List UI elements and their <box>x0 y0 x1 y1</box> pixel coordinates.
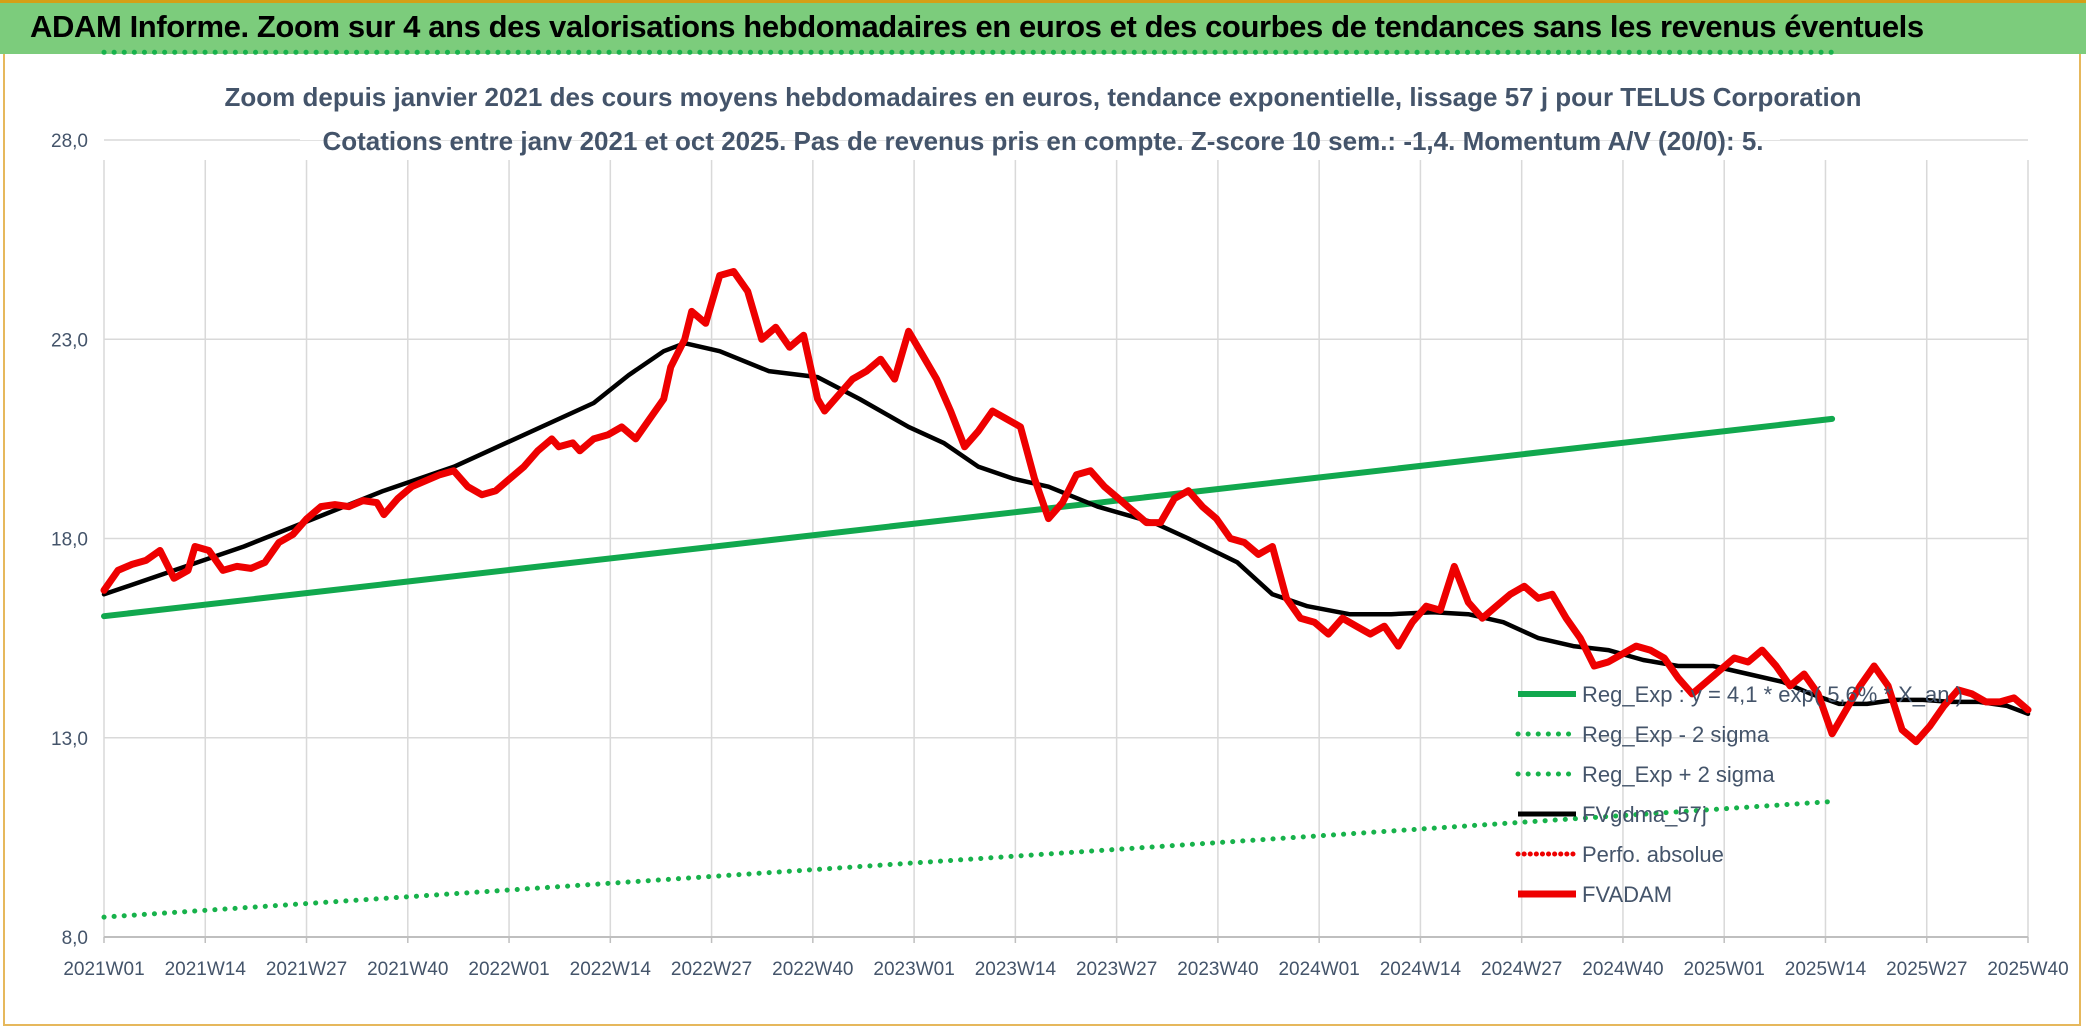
x-tick-label: 2023W14 <box>975 959 1057 980</box>
legend-label: Reg_Exp - 2 sigma <box>1582 722 1770 747</box>
x-tick-label: 2022W14 <box>570 959 652 980</box>
y-tick-label: 28,0 <box>51 131 88 152</box>
x-tick-label: 2023W40 <box>1177 959 1258 980</box>
x-tick-label: 2023W27 <box>1076 959 1157 980</box>
x-tick-label: 2021W27 <box>266 959 347 980</box>
x-tick-label: 2025W40 <box>1987 959 2068 980</box>
x-tick-label: 2021W01 <box>63 959 144 980</box>
title-knockout <box>300 105 1780 140</box>
x-tick-label: 2024W27 <box>1481 959 1562 980</box>
x-tick-label: 2023W01 <box>873 959 954 980</box>
legend-label: Reg_Exp : y = 4,1 * exp( 5,6% * X_an ) <box>1582 682 1963 707</box>
x-tick-label: 2024W14 <box>1380 959 1462 980</box>
y-tick-label: 23,0 <box>51 330 88 351</box>
y-tick-label: 13,0 <box>51 729 88 750</box>
x-tick-label: 2025W01 <box>1684 959 1765 980</box>
x-tick-label: 2021W14 <box>165 959 247 980</box>
chart-frame <box>3 54 2081 1026</box>
y-tick-label: 18,0 <box>51 530 88 551</box>
y-tick-label: 8,0 <box>62 928 88 949</box>
x-tick-label: 2024W01 <box>1278 959 1359 980</box>
x-tick-label: 2022W40 <box>772 959 853 980</box>
x-tick-label: 2022W27 <box>671 959 752 980</box>
legend-label: Perfo. absolue <box>1582 842 1724 867</box>
series-line-reg-exp-y-4-1-exp-5-6-x-an <box>101 415 1836 620</box>
legend-label: Reg_Exp + 2 sigma <box>1582 762 1775 787</box>
legend-label: FVgdma_57j <box>1582 802 1707 827</box>
series-line-reg-exp-2-sigma <box>101 799 1835 920</box>
x-tick-label: 2022W01 <box>468 959 549 980</box>
chart-title: Zoom depuis janvier 2021 des cours moyen… <box>224 82 1862 112</box>
x-tick-label: 2024W40 <box>1582 959 1663 980</box>
header-bar: ADAM Informe. Zoom sur 4 ans des valoris… <box>0 0 2086 54</box>
x-tick-label: 2025W27 <box>1886 959 1967 980</box>
legend-label: FVADAM <box>1582 882 1672 907</box>
chart-subtitle: Cotations entre janv 2021 et oct 2025. P… <box>322 126 1764 156</box>
x-tick-label: 2025W14 <box>1785 959 1867 980</box>
series-line-fvadam <box>100 268 2032 746</box>
page-title: ADAM Informe. Zoom sur 4 ans des valoris… <box>30 9 1924 44</box>
x-tick-label: 2021W40 <box>367 959 448 980</box>
